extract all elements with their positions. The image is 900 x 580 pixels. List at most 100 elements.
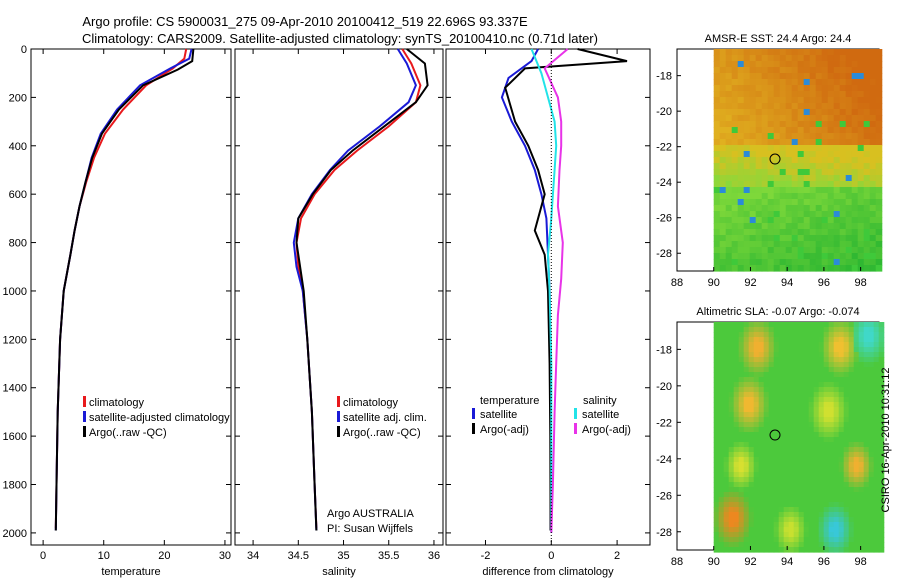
sst_map-cell <box>767 247 775 254</box>
sla_map-cell <box>813 397 820 403</box>
sst_map-cell <box>725 73 733 80</box>
sst_map-cell <box>809 85 817 92</box>
sst_map-cell <box>773 181 781 188</box>
sla_map-cell <box>873 367 880 373</box>
sst_map-cell <box>803 169 811 176</box>
sla_map-cell <box>728 407 735 413</box>
sla_map-cell <box>833 442 840 448</box>
sla_map-cell <box>853 497 860 503</box>
sst_map-cell <box>845 163 853 170</box>
sla_map-cell <box>743 452 750 458</box>
sst_map-cell <box>737 241 745 248</box>
sla_map-cell <box>833 357 840 363</box>
sst_map-cell <box>827 205 835 212</box>
sst_map-cell <box>863 139 871 146</box>
sla_map-cell <box>768 492 775 498</box>
sst_map-cell <box>785 247 793 254</box>
sst_map-cell <box>797 217 805 224</box>
sla_map-cell <box>793 397 800 403</box>
sst_map-cell <box>719 265 727 272</box>
sst_map-cell <box>809 91 817 98</box>
sst_map-cell <box>761 139 769 146</box>
sla_map-cell <box>858 442 865 448</box>
temperature-ytick-label: 1800 <box>3 480 27 492</box>
sst_map-cell <box>851 235 859 242</box>
sla_map-cell <box>873 327 880 333</box>
sla_map-cell <box>848 397 855 403</box>
sla_map-cell <box>828 502 835 508</box>
sst_map-cell <box>833 157 841 164</box>
sla_map-cell <box>728 447 735 453</box>
sla_map-cell <box>743 477 750 483</box>
sst_map-cell <box>821 241 829 248</box>
sla_map-cell <box>838 347 845 353</box>
sla_map-cell <box>753 337 760 343</box>
sla_map-cell <box>738 382 745 388</box>
sla_map-cell <box>753 547 760 553</box>
sst_map-cell <box>737 97 745 104</box>
sst_map-cell <box>779 181 787 188</box>
legend-label: Argo(..raw -QC) <box>343 427 421 439</box>
sla_map-cell <box>838 407 845 413</box>
sst_map-cell <box>857 139 865 146</box>
sla_map-cell <box>868 417 875 423</box>
sla_map-cell <box>818 482 825 488</box>
sla_map-cell <box>803 487 810 493</box>
sla_map-cell <box>833 427 840 433</box>
sst_map-cell <box>869 175 877 182</box>
sst_map-cell <box>755 109 763 116</box>
legend-swatch <box>83 426 86 437</box>
sst_map-cell <box>851 67 859 74</box>
sst_map-cell <box>803 49 811 56</box>
sla_map-cell <box>868 407 875 413</box>
sla_map-cell <box>803 372 810 378</box>
sst_map-cell <box>773 139 781 146</box>
sst_map-cell <box>869 79 877 86</box>
sst_map-cell <box>845 235 853 242</box>
sst_map-cell <box>827 151 835 158</box>
sla_map-cell <box>788 327 795 333</box>
sst_map-cell <box>797 259 805 266</box>
sla_map-cell <box>798 322 805 328</box>
sla_map-cell <box>788 377 795 383</box>
sla_map-cell <box>733 392 740 398</box>
sst_map-cell <box>785 229 793 236</box>
sla_map-cell <box>728 457 735 463</box>
sla_map-cell <box>833 522 840 528</box>
sla_map-cell <box>828 417 835 423</box>
sst_map-cell <box>869 139 877 146</box>
sst_map-cell <box>827 211 835 218</box>
salinity-xtick-label: 35 <box>337 550 349 562</box>
sla_map-cell <box>823 417 830 423</box>
sla_map-cell <box>743 332 750 338</box>
sla_map-cell <box>878 367 885 373</box>
sla_map-cell <box>873 472 880 478</box>
sla_map-cell <box>833 527 840 533</box>
sst_map-cell <box>731 211 739 218</box>
sla_map-cell <box>798 467 805 473</box>
sla_map-cell <box>778 517 785 523</box>
sst_map-cell <box>719 175 727 182</box>
sst_map-cell <box>833 115 841 122</box>
sst_map-cell <box>851 73 859 80</box>
sla_map-cell <box>873 487 880 493</box>
sla_map-cell <box>838 482 845 488</box>
sla_map-cell <box>843 362 850 368</box>
sla_map-cell <box>713 377 720 383</box>
sla_map-cell <box>818 457 825 463</box>
sst_map-cell <box>767 229 775 236</box>
sla_map-cell <box>768 417 775 423</box>
sla_map-cell <box>728 477 735 483</box>
sla_map-cell <box>823 342 830 348</box>
sst_map-cell <box>815 109 823 116</box>
sla_map-cell <box>808 332 815 338</box>
sla_map-cell <box>848 542 855 548</box>
sla_map-cell <box>718 527 725 533</box>
sla_map-cell <box>863 407 870 413</box>
sla_map-cell <box>863 532 870 538</box>
sla_map-cell <box>878 457 885 463</box>
sst_map-cell <box>725 67 733 74</box>
sla_map-cell <box>748 542 755 548</box>
sst_map-cell <box>863 97 871 104</box>
sst_map-cell <box>779 139 787 146</box>
